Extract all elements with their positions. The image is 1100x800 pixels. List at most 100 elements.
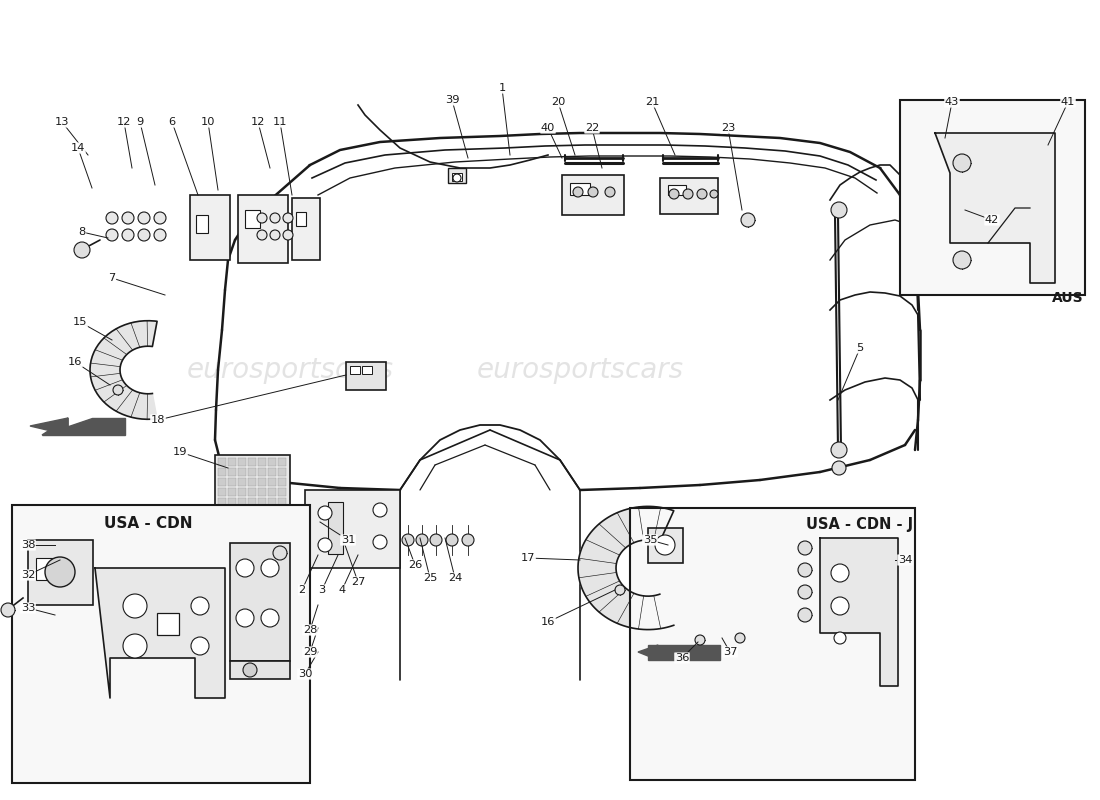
Circle shape bbox=[113, 385, 123, 395]
Circle shape bbox=[830, 597, 849, 615]
Bar bbox=[258, 458, 266, 466]
Text: 18: 18 bbox=[151, 415, 165, 425]
Bar bbox=[268, 458, 276, 466]
Bar bbox=[278, 508, 286, 516]
Bar bbox=[660, 178, 718, 214]
Bar bbox=[258, 498, 266, 506]
Bar bbox=[238, 478, 246, 486]
Bar bbox=[36, 558, 54, 580]
Bar bbox=[248, 538, 256, 546]
Bar bbox=[196, 215, 208, 233]
Circle shape bbox=[697, 189, 707, 199]
Text: 42: 42 bbox=[984, 215, 999, 225]
Circle shape bbox=[834, 632, 846, 644]
Bar bbox=[630, 508, 915, 780]
Text: 36: 36 bbox=[674, 653, 690, 663]
Circle shape bbox=[615, 585, 625, 595]
Circle shape bbox=[257, 230, 267, 240]
Text: eurosportscars: eurosportscars bbox=[186, 356, 394, 384]
Polygon shape bbox=[935, 133, 1055, 283]
Bar bbox=[238, 528, 246, 536]
Bar bbox=[228, 528, 236, 536]
Bar bbox=[570, 183, 590, 195]
Text: 40: 40 bbox=[541, 123, 556, 133]
Bar bbox=[268, 468, 276, 476]
Bar bbox=[238, 538, 246, 546]
Circle shape bbox=[798, 541, 812, 555]
Bar bbox=[278, 538, 286, 546]
Bar bbox=[228, 478, 236, 486]
Text: 2: 2 bbox=[298, 585, 306, 595]
Bar bbox=[230, 661, 290, 679]
Circle shape bbox=[735, 633, 745, 643]
Circle shape bbox=[270, 230, 280, 240]
Text: 6: 6 bbox=[168, 117, 176, 127]
Text: eurosportscars: eurosportscars bbox=[476, 356, 683, 384]
Circle shape bbox=[154, 229, 166, 241]
Circle shape bbox=[830, 564, 849, 582]
Text: 27: 27 bbox=[351, 577, 365, 587]
Bar bbox=[900, 100, 1085, 295]
Circle shape bbox=[798, 608, 812, 622]
Bar bbox=[668, 185, 686, 195]
Bar bbox=[228, 538, 236, 546]
Polygon shape bbox=[95, 568, 226, 698]
Bar bbox=[228, 508, 236, 516]
Circle shape bbox=[830, 442, 847, 458]
Text: 25: 25 bbox=[422, 573, 437, 583]
Bar bbox=[350, 366, 360, 374]
Bar bbox=[12, 505, 310, 783]
Bar bbox=[238, 458, 246, 466]
Text: 29: 29 bbox=[302, 647, 317, 657]
Circle shape bbox=[446, 534, 458, 546]
Circle shape bbox=[74, 242, 90, 258]
Text: 33: 33 bbox=[21, 603, 35, 613]
Bar bbox=[248, 518, 256, 526]
Bar bbox=[218, 478, 226, 486]
Text: 17: 17 bbox=[520, 553, 536, 563]
Text: 10: 10 bbox=[200, 117, 216, 127]
Text: 4: 4 bbox=[339, 585, 345, 595]
Bar bbox=[258, 538, 266, 546]
Text: 15: 15 bbox=[73, 317, 87, 327]
Text: 1: 1 bbox=[498, 83, 506, 93]
Circle shape bbox=[1, 603, 15, 617]
Circle shape bbox=[243, 663, 257, 677]
Circle shape bbox=[832, 461, 846, 475]
Bar bbox=[268, 538, 276, 546]
Text: AUS: AUS bbox=[1053, 291, 1084, 305]
Bar bbox=[296, 212, 306, 226]
Bar bbox=[218, 508, 226, 516]
Circle shape bbox=[741, 213, 755, 227]
Bar bbox=[278, 458, 286, 466]
Polygon shape bbox=[90, 321, 157, 419]
Bar bbox=[562, 175, 624, 215]
Text: 13: 13 bbox=[55, 117, 69, 127]
Circle shape bbox=[123, 634, 147, 658]
Text: 32: 32 bbox=[21, 570, 35, 580]
Bar bbox=[248, 488, 256, 496]
Text: 12: 12 bbox=[117, 117, 131, 127]
Bar bbox=[258, 488, 266, 496]
Bar bbox=[190, 195, 230, 260]
Text: 14: 14 bbox=[70, 143, 85, 153]
Bar bbox=[448, 168, 466, 183]
Text: 31: 31 bbox=[341, 535, 355, 545]
Bar bbox=[157, 613, 179, 635]
Circle shape bbox=[138, 212, 150, 224]
Text: 24: 24 bbox=[448, 573, 462, 583]
Bar bbox=[238, 488, 246, 496]
Bar bbox=[328, 502, 343, 554]
Text: 12: 12 bbox=[251, 117, 265, 127]
Circle shape bbox=[953, 251, 971, 269]
Text: 7: 7 bbox=[109, 273, 116, 283]
Circle shape bbox=[154, 212, 166, 224]
Circle shape bbox=[588, 187, 598, 197]
Bar bbox=[278, 498, 286, 506]
Text: 22: 22 bbox=[585, 123, 600, 133]
Bar bbox=[268, 498, 276, 506]
Bar bbox=[258, 518, 266, 526]
Bar bbox=[228, 458, 236, 466]
Circle shape bbox=[106, 212, 118, 224]
Circle shape bbox=[798, 563, 812, 577]
